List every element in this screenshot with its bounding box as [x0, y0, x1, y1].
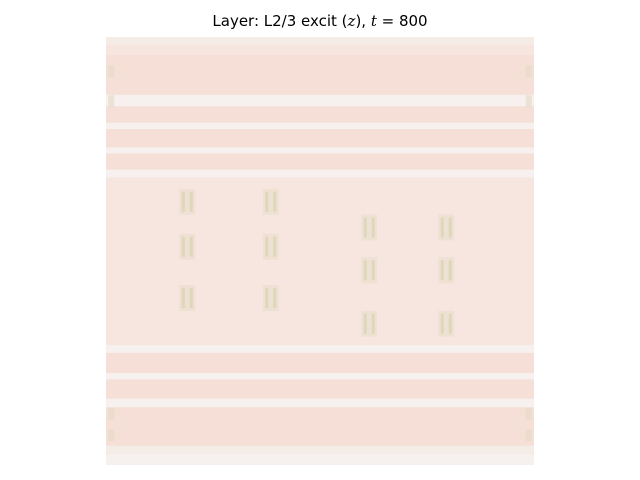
- activity-spot-4: [179, 285, 196, 312]
- heatmap-band-15: [106, 398, 534, 408]
- title-time-value: = 800: [376, 12, 428, 30]
- activity-spot-7: [438, 214, 455, 241]
- activity-spot-2: [179, 233, 196, 260]
- heatmap-band-12: [106, 352, 534, 374]
- activity-spot-0: [179, 188, 196, 215]
- heatmap-band-2: [106, 54, 534, 96]
- heatmap-edge-marks: [108, 65, 532, 442]
- title-variable: z: [347, 12, 356, 30]
- heatmap-band-18: [106, 454, 534, 465]
- activity-spot-1: [262, 188, 279, 215]
- heatmap-rows: [106, 37, 534, 465]
- heatmap: [106, 37, 534, 465]
- activity-spot-10: [361, 310, 378, 337]
- activity-spot-5: [262, 285, 279, 312]
- edge-mark-5: [108, 429, 115, 442]
- heatmap-band-9: [106, 169, 534, 178]
- edge-mark-0: [108, 65, 115, 78]
- edge-mark-3: [525, 95, 532, 108]
- edge-mark-6: [525, 407, 532, 420]
- chart-title: Layer: L2/3 excit (z), t = 800: [0, 12, 640, 30]
- heatmap-band-13: [106, 372, 534, 380]
- heatmap-band-8: [106, 153, 534, 171]
- heatmap-band-1: [106, 44, 534, 56]
- heatmap-band-3: [106, 94, 534, 107]
- heatmap-band-0: [106, 37, 534, 46]
- activity-spot-3: [262, 233, 279, 260]
- heatmap-band-5: [106, 122, 534, 130]
- activity-spot-9: [438, 257, 455, 284]
- heatmap-band-11: [106, 345, 534, 354]
- edge-mark-4: [108, 407, 115, 420]
- heatmap-band-4: [106, 106, 534, 124]
- activity-spot-8: [361, 257, 378, 284]
- heatmap-band-10: [106, 177, 534, 346]
- title-time-variable: t: [370, 12, 377, 30]
- heatmap-band-16: [106, 407, 534, 447]
- heatmap-band-14: [106, 379, 534, 400]
- heatmap-band-7: [106, 147, 534, 154]
- heatmap-band-17: [106, 445, 534, 455]
- activity-spot-11: [438, 310, 455, 337]
- edge-mark-2: [525, 65, 532, 78]
- title-mid: ),: [355, 12, 371, 30]
- title-prefix: Layer: L2/3 excit (: [212, 12, 348, 30]
- edge-mark-1: [108, 95, 115, 108]
- activity-spot-6: [361, 214, 378, 241]
- heatmap-band-6: [106, 129, 534, 148]
- edge-mark-7: [525, 429, 532, 442]
- heatmap-spots: [179, 188, 455, 337]
